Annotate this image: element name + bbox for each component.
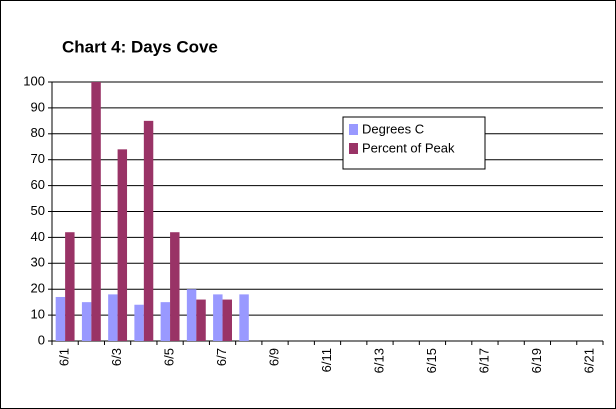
- legend-swatch: [349, 124, 358, 135]
- y-tick-label: 30: [31, 255, 45, 270]
- y-tick-label: 40: [31, 229, 45, 244]
- bar: [143, 120, 154, 341]
- x-tick-label: 6/11: [319, 348, 334, 372]
- bar: [213, 294, 223, 341]
- x-tick-label: 6/1: [57, 348, 72, 366]
- bar: [196, 299, 206, 341]
- x-tick-label: 6/21: [581, 348, 596, 373]
- bar: [91, 82, 101, 341]
- chart-title: Chart 4: Days Cove: [62, 37, 218, 56]
- bar: [160, 302, 171, 341]
- x-tick-label: 6/13: [371, 348, 386, 373]
- y-tick-label: 80: [31, 125, 45, 140]
- bar: [117, 149, 128, 341]
- bar: [186, 289, 197, 341]
- x-tick-label: 6/15: [424, 348, 439, 373]
- x-tick-label: 6/17: [476, 348, 491, 373]
- bar: [108, 294, 118, 341]
- y-tick-label: 90: [31, 99, 45, 114]
- bar: [55, 296, 66, 341]
- bar: [134, 304, 144, 341]
- y-tick-label: 60: [31, 177, 45, 192]
- bar: [65, 232, 75, 341]
- y-tick-label: 10: [31, 307, 45, 322]
- legend-label: Percent of Peak: [362, 140, 455, 155]
- bar: [170, 232, 180, 341]
- legend-box: [342, 116, 486, 170]
- x-tick-label: 6/9: [266, 348, 281, 366]
- bar: [222, 299, 232, 341]
- bar: [81, 302, 92, 341]
- x-tick-label: 6/3: [109, 348, 124, 366]
- y-tick-label: 70: [31, 151, 45, 166]
- y-tick-label: 100: [23, 73, 45, 88]
- bar: [239, 294, 249, 341]
- y-tick-label: 20: [31, 281, 45, 296]
- x-tick-label: 6/7: [214, 348, 229, 366]
- legend-swatch: [349, 143, 358, 154]
- x-tick-label: 6/5: [162, 348, 177, 366]
- legend-label: Degrees C: [362, 121, 424, 136]
- y-tick-label: 0: [38, 332, 45, 347]
- y-tick-label: 50: [31, 203, 45, 218]
- x-tick-label: 6/19: [529, 348, 544, 373]
